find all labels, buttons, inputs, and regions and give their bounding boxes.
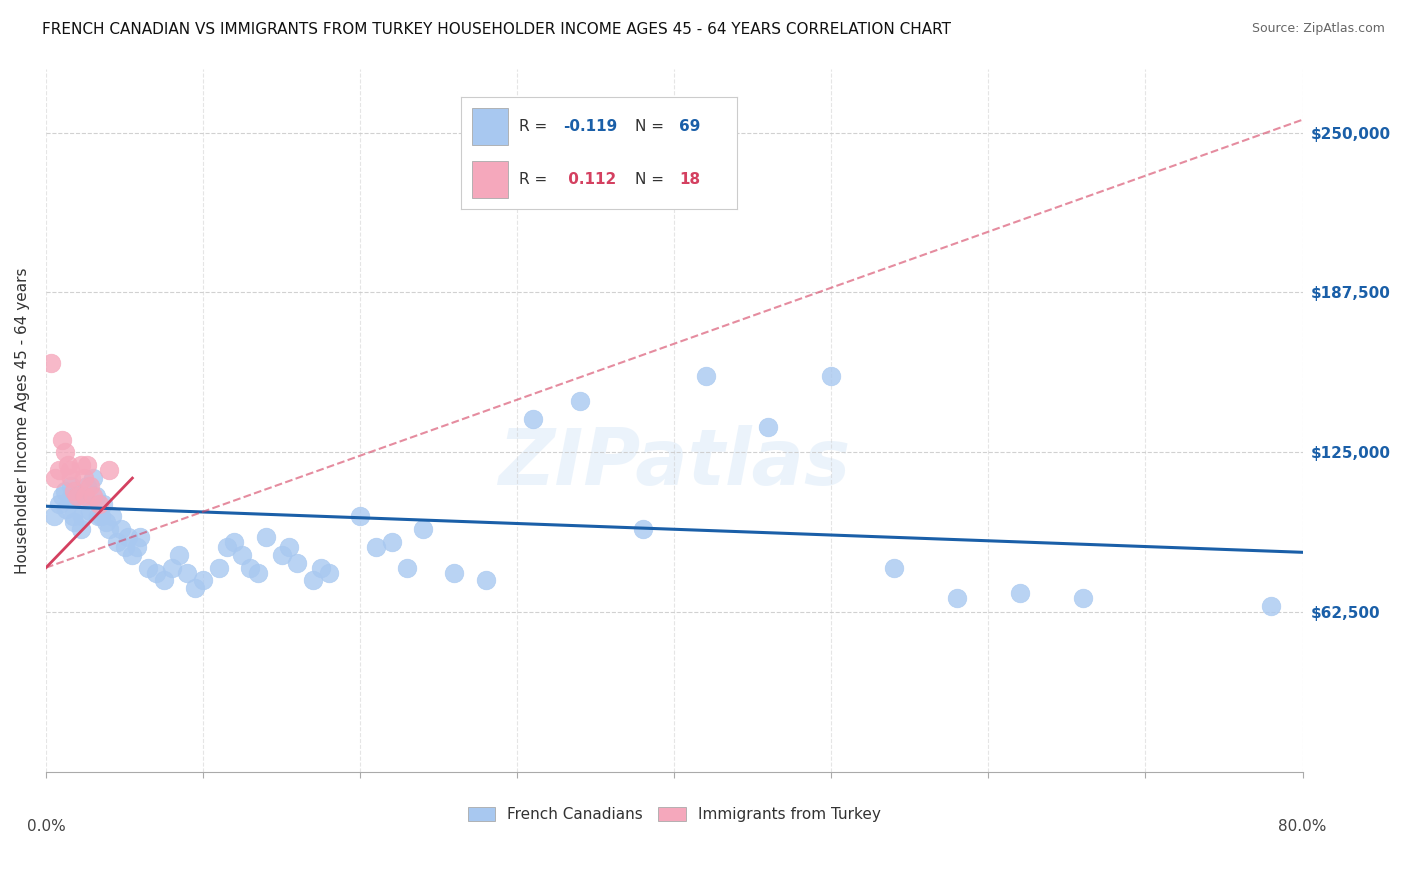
Point <box>169 548 191 562</box>
Point <box>1008 586 1031 600</box>
Point <box>79 479 101 493</box>
Point <box>191 574 214 588</box>
Point <box>62 509 84 524</box>
Point <box>1260 599 1282 613</box>
Point <box>231 548 253 562</box>
Point <box>117 530 139 544</box>
Point <box>48 497 70 511</box>
Point <box>129 530 152 544</box>
Point <box>94 515 117 529</box>
Point <box>69 458 91 473</box>
Point <box>364 540 387 554</box>
Point <box>380 535 402 549</box>
Point <box>412 522 434 536</box>
Point <box>349 509 371 524</box>
Text: FRENCH CANADIAN VS IMMIGRANTS FROM TURKEY HOUSEHOLDER INCOME AGES 45 - 64 YEARS : FRENCH CANADIAN VS IMMIGRANTS FROM TURKE… <box>42 22 952 37</box>
Legend: French Canadians, Immigrants from Turkey: French Canadians, Immigrants from Turkey <box>461 801 887 828</box>
Point <box>121 548 143 562</box>
Point <box>70 509 93 524</box>
Point <box>56 458 79 473</box>
Point <box>114 540 136 554</box>
Point <box>522 412 544 426</box>
Point <box>63 483 86 498</box>
Point <box>443 566 465 580</box>
Point <box>254 530 277 544</box>
Point <box>58 463 80 477</box>
Point <box>1071 591 1094 606</box>
Point <box>309 560 332 574</box>
Point <box>73 471 96 485</box>
Point <box>51 489 73 503</box>
Point <box>82 471 104 485</box>
Point <box>79 504 101 518</box>
Point <box>160 560 183 574</box>
Point <box>53 445 76 459</box>
Point <box>224 535 246 549</box>
Point <box>883 560 905 574</box>
Point <box>60 471 83 485</box>
Point <box>758 420 780 434</box>
Point <box>76 458 98 473</box>
Point <box>285 556 308 570</box>
Point <box>84 489 107 503</box>
Point <box>125 540 148 554</box>
Point <box>53 483 76 498</box>
Point <box>66 489 89 503</box>
Point <box>66 489 89 503</box>
Point <box>176 566 198 580</box>
Point <box>87 509 110 524</box>
Point <box>48 463 70 477</box>
Point <box>208 560 231 574</box>
Point <box>239 560 262 574</box>
Point <box>63 515 86 529</box>
Point <box>58 491 80 506</box>
Text: 0.0%: 0.0% <box>27 819 65 833</box>
Point <box>145 566 167 580</box>
Point <box>270 548 292 562</box>
Point <box>631 522 654 536</box>
Point <box>97 463 120 477</box>
Point <box>82 489 104 503</box>
Point <box>44 471 66 485</box>
Point <box>51 433 73 447</box>
Point <box>91 497 114 511</box>
Point <box>75 489 97 503</box>
Point <box>474 574 496 588</box>
Point <box>101 509 124 524</box>
Point <box>302 574 325 588</box>
Point <box>136 560 159 574</box>
Point <box>60 479 83 493</box>
Point <box>75 491 97 506</box>
Point <box>89 497 111 511</box>
Point <box>396 560 419 574</box>
Point <box>695 368 717 383</box>
Point <box>215 540 238 554</box>
Point <box>278 540 301 554</box>
Point <box>318 566 340 580</box>
Point <box>76 479 98 493</box>
Text: Source: ZipAtlas.com: Source: ZipAtlas.com <box>1251 22 1385 36</box>
Point <box>39 356 62 370</box>
Point <box>110 522 132 536</box>
Point <box>69 522 91 536</box>
Point <box>946 591 969 606</box>
Point <box>247 566 270 580</box>
Text: 80.0%: 80.0% <box>1278 819 1327 833</box>
Point <box>42 509 65 524</box>
Point <box>97 522 120 536</box>
Point <box>152 574 174 588</box>
Text: ZIPatlas: ZIPatlas <box>498 425 851 500</box>
Point <box>55 501 77 516</box>
Point <box>90 509 112 524</box>
Point <box>820 368 842 383</box>
Point <box>105 535 128 549</box>
Point <box>184 581 207 595</box>
Y-axis label: Householder Income Ages 45 - 64 years: Householder Income Ages 45 - 64 years <box>15 268 30 574</box>
Point <box>569 394 592 409</box>
